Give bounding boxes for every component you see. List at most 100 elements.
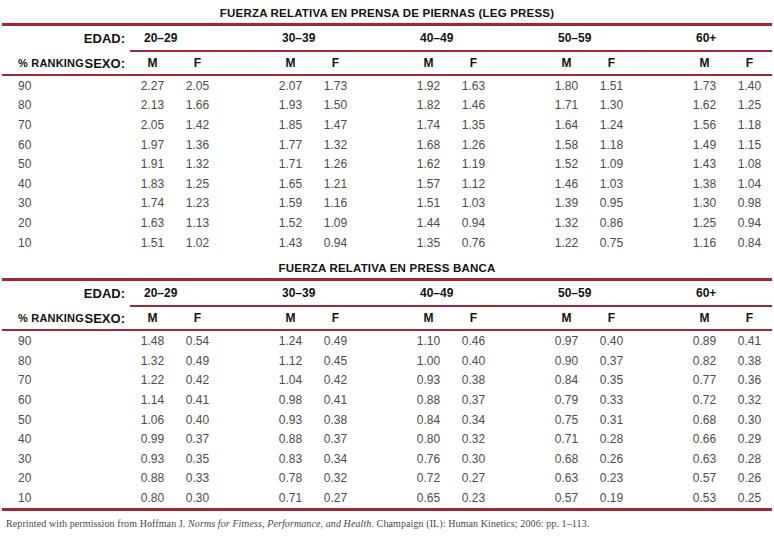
value-cell: 1.10 (406, 334, 451, 348)
value-cell: 0.28 (589, 432, 634, 446)
value-cell: 0.23 (451, 491, 496, 505)
table-row: 401.831.251.651.211.571.121.461.031.381.… (2, 174, 772, 194)
value-cell: 0.32 (451, 432, 496, 446)
value-cell: 1.97 (130, 138, 175, 152)
rank-cell: 70 (2, 118, 80, 132)
value-cell: 0.23 (589, 471, 634, 485)
value-cell: 0.42 (175, 373, 220, 387)
value-cell: 0.54 (175, 334, 220, 348)
table-row: 100.800.300.710.270.650.230.570.190.530.… (2, 488, 772, 508)
value-cell: 0.84 (406, 413, 451, 427)
value-cell: 1.65 (268, 177, 313, 191)
sex-header: M (406, 56, 451, 70)
rank-cell: 80 (2, 98, 80, 112)
value-cell: 1.23 (175, 196, 220, 210)
value-cell: 1.18 (589, 138, 634, 152)
value-cell: 0.49 (175, 354, 220, 368)
sex-header: F (313, 56, 358, 70)
value-cell: 1.03 (451, 196, 496, 210)
value-cell: 1.06 (130, 413, 175, 427)
rank-cell: 90 (2, 79, 80, 93)
sex-header: M (130, 56, 175, 70)
value-cell: 0.95 (589, 196, 634, 210)
edad-label: EDAD: (80, 31, 130, 46)
sex-header: F (589, 311, 634, 325)
rank-cell: 10 (2, 491, 80, 505)
table-row: 200.880.330.780.320.720.270.630.230.570.… (2, 469, 772, 489)
age-group-header: 20–29 (130, 286, 220, 300)
table-title: FUERZA RELATIVA EN PRENSA DE PIERNAS (LE… (2, 2, 772, 23)
rank-cell: 60 (2, 138, 80, 152)
value-cell: 1.18 (727, 118, 772, 132)
sex-header: F (451, 311, 496, 325)
value-cell: 1.26 (451, 138, 496, 152)
age-group-header: 40–49 (406, 286, 496, 300)
value-cell: 0.83 (268, 452, 313, 466)
rank-cell: 50 (2, 413, 80, 427)
value-cell: 0.75 (544, 413, 589, 427)
value-cell: 0.40 (589, 334, 634, 348)
value-cell: 0.41 (313, 393, 358, 407)
table-row: 300.930.350.830.340.760.300.680.260.630.… (2, 449, 772, 469)
value-cell: 0.32 (313, 471, 358, 485)
value-cell: 1.14 (130, 393, 175, 407)
value-cell: 1.09 (589, 157, 634, 171)
value-cell: 0.25 (727, 491, 772, 505)
value-cell: 1.71 (268, 157, 313, 171)
value-cell: 1.77 (268, 138, 313, 152)
rank-cell: 50 (2, 157, 80, 171)
value-cell: 0.46 (451, 334, 496, 348)
value-cell: 0.76 (406, 452, 451, 466)
value-cell: 0.88 (268, 432, 313, 446)
value-cell: 1.22 (130, 373, 175, 387)
value-cell: 1.80 (544, 79, 589, 93)
age-group-header: 60+ (682, 286, 772, 300)
value-cell: 0.40 (175, 413, 220, 427)
value-cell: 1.51 (406, 196, 451, 210)
value-cell: 0.31 (589, 413, 634, 427)
sex-header: F (451, 56, 496, 70)
age-group-header: 30–39 (268, 286, 358, 300)
value-cell: 1.32 (130, 354, 175, 368)
value-cell: 0.84 (544, 373, 589, 387)
value-cell: 2.27 (130, 79, 175, 93)
value-cell: 1.35 (451, 118, 496, 132)
value-cell: 1.66 (175, 98, 220, 112)
value-cell: 1.50 (313, 98, 358, 112)
value-cell: 1.03 (589, 177, 634, 191)
value-cell: 1.51 (130, 236, 175, 250)
value-cell: 1.71 (544, 98, 589, 112)
value-cell: 2.07 (268, 79, 313, 93)
value-cell: 0.41 (727, 334, 772, 348)
value-cell: 0.37 (175, 432, 220, 446)
rank-cell: 60 (2, 393, 80, 407)
ranking-label: % RANKING (2, 312, 80, 324)
value-cell: 1.16 (313, 196, 358, 210)
value-cell: 1.26 (313, 157, 358, 171)
value-cell: 1.13 (175, 216, 220, 230)
sex-header: M (406, 311, 451, 325)
sex-header: M (682, 56, 727, 70)
value-cell: 2.05 (130, 118, 175, 132)
value-cell: 1.46 (544, 177, 589, 191)
value-cell: 0.63 (682, 452, 727, 466)
sex-header: M (544, 311, 589, 325)
rank-cell: 90 (2, 334, 80, 348)
sex-header-row: % RANKINGSEXO:MFMFMFMFMF (2, 52, 772, 74)
value-cell: 1.09 (313, 216, 358, 230)
table-row: 701.220.421.040.420.930.380.840.350.770.… (2, 371, 772, 391)
value-cell: 1.74 (130, 196, 175, 210)
value-cell: 0.94 (313, 236, 358, 250)
value-cell: 0.75 (589, 236, 634, 250)
value-cell: 1.32 (313, 138, 358, 152)
value-cell: 1.32 (175, 157, 220, 171)
value-cell: 1.68 (406, 138, 451, 152)
value-cell: 1.48 (130, 334, 175, 348)
table-row: 501.911.321.711.261.621.191.521.091.431.… (2, 154, 772, 174)
value-cell: 1.49 (682, 138, 727, 152)
value-cell: 1.64 (544, 118, 589, 132)
value-cell: 0.98 (727, 196, 772, 210)
value-cell: 0.34 (313, 452, 358, 466)
value-cell: 0.93 (406, 373, 451, 387)
value-cell: 1.73 (313, 79, 358, 93)
